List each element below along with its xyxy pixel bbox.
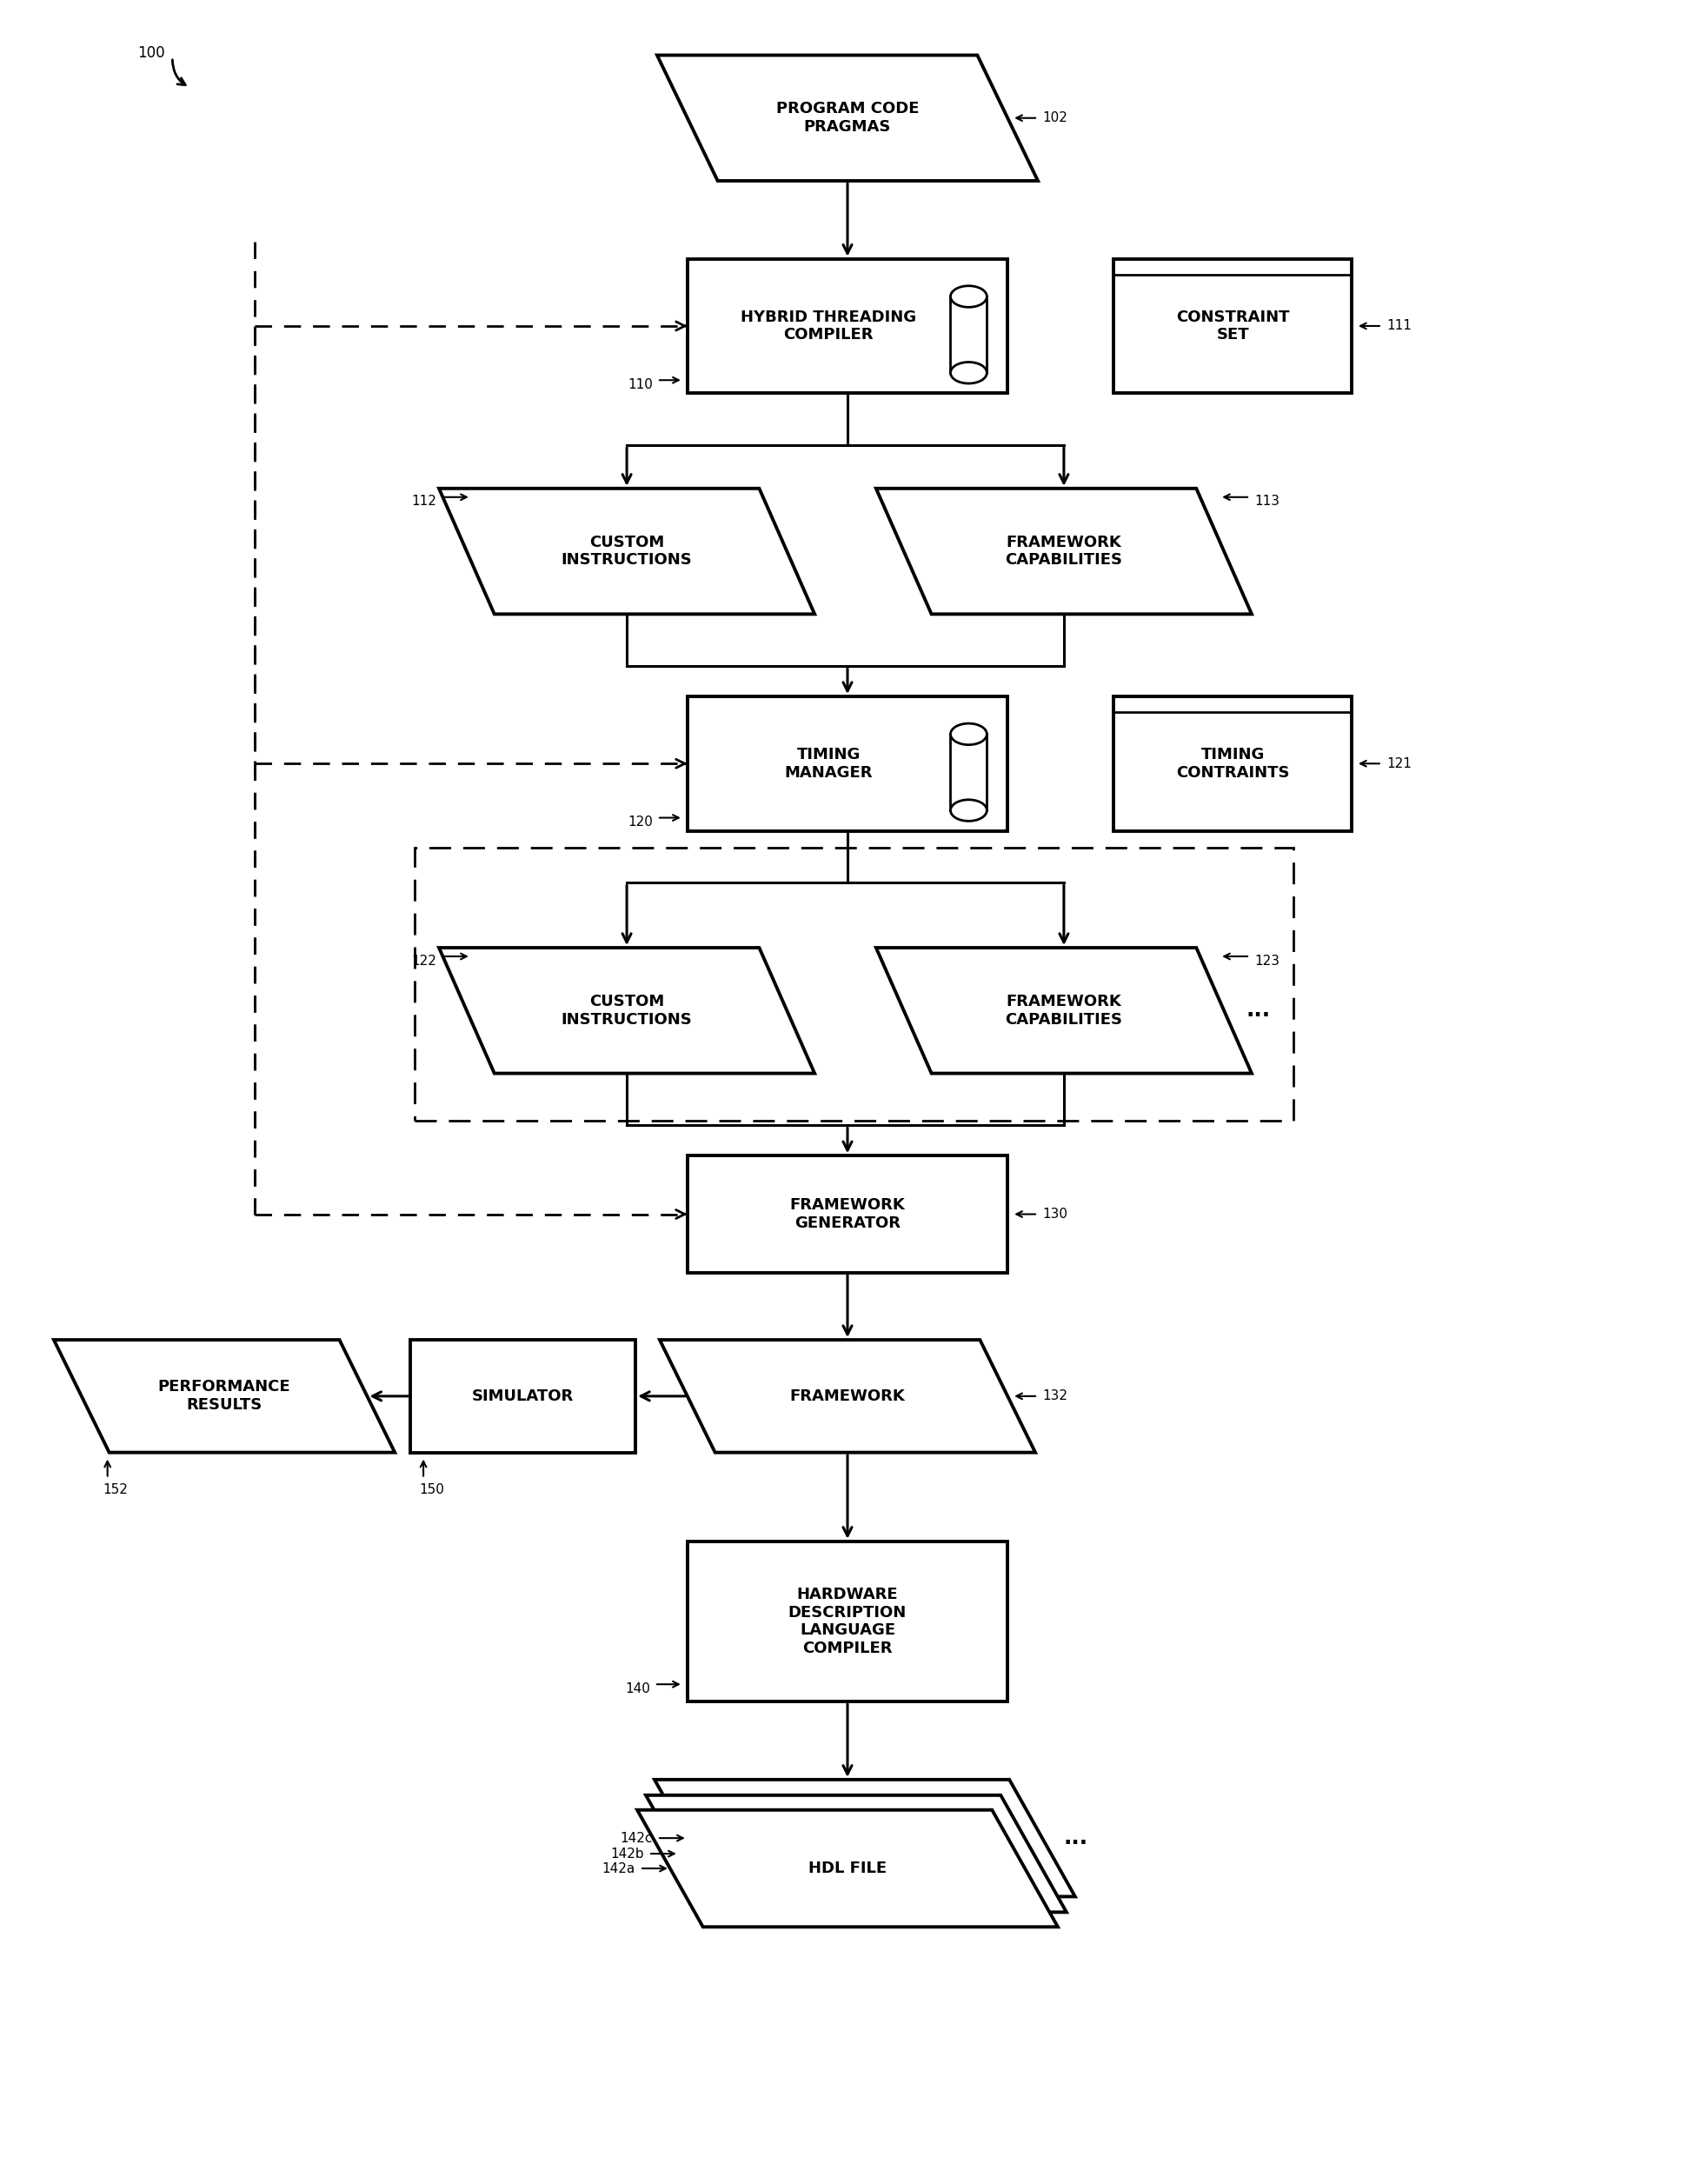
Text: 120: 120 <box>627 815 653 828</box>
Text: FRAMEWORK
CAPABILITIES: FRAMEWORK CAPABILITIES <box>1005 535 1122 568</box>
Text: 142a: 142a <box>602 1863 636 1874</box>
Polygon shape <box>658 55 1037 181</box>
FancyBboxPatch shape <box>688 697 1007 830</box>
Polygon shape <box>646 1795 1066 1913</box>
Polygon shape <box>637 1811 1058 1926</box>
Text: 140: 140 <box>625 1682 651 1695</box>
Text: FRAMEWORK
GENERATOR: FRAMEWORK GENERATOR <box>790 1197 905 1232</box>
Text: 123: 123 <box>1254 954 1280 968</box>
Polygon shape <box>439 489 815 614</box>
Text: 152: 152 <box>103 1483 129 1496</box>
Text: FRAMEWORK
CAPABILITIES: FRAMEWORK CAPABILITIES <box>1005 994 1122 1026</box>
FancyBboxPatch shape <box>410 1339 636 1452</box>
Text: 100: 100 <box>137 46 166 61</box>
Text: PROGRAM CODE
PRAGMAS: PROGRAM CODE PRAGMAS <box>776 100 919 135</box>
Text: PERFORMANCE
RESULTS: PERFORMANCE RESULTS <box>158 1380 290 1413</box>
Text: 142b: 142b <box>610 1848 644 1861</box>
FancyBboxPatch shape <box>1114 697 1351 830</box>
Text: HARDWARE
DESCRIPTION
LANGUAGE
COMPILER: HARDWARE DESCRIPTION LANGUAGE COMPILER <box>788 1586 907 1655</box>
Polygon shape <box>876 489 1251 614</box>
Text: CUSTOM
INSTRUCTIONS: CUSTOM INSTRUCTIONS <box>561 535 692 568</box>
Text: FRAMEWORK: FRAMEWORK <box>790 1389 905 1404</box>
Polygon shape <box>654 1780 1075 1896</box>
Text: 121: 121 <box>1387 758 1412 771</box>
Text: TIMING
CONTRAINTS: TIMING CONTRAINTS <box>1176 747 1290 780</box>
Text: 142c: 142c <box>620 1832 653 1845</box>
Polygon shape <box>54 1339 395 1452</box>
Ellipse shape <box>951 286 986 308</box>
Polygon shape <box>876 948 1251 1072</box>
Text: 112: 112 <box>412 496 436 509</box>
Polygon shape <box>659 1339 1036 1452</box>
FancyBboxPatch shape <box>688 260 1007 393</box>
Text: 122: 122 <box>412 954 436 968</box>
FancyBboxPatch shape <box>1114 260 1351 393</box>
Text: 102: 102 <box>1042 111 1068 124</box>
Text: 113: 113 <box>1254 496 1280 509</box>
FancyBboxPatch shape <box>951 734 986 810</box>
Text: SIMULATOR: SIMULATOR <box>471 1389 575 1404</box>
Text: CONSTRAINT
SET: CONSTRAINT SET <box>1176 310 1290 343</box>
Text: 150: 150 <box>419 1483 444 1496</box>
Text: 111: 111 <box>1387 319 1412 332</box>
Text: ...: ... <box>1246 1000 1270 1020</box>
Text: HDL FILE: HDL FILE <box>809 1861 886 1876</box>
FancyBboxPatch shape <box>688 1542 1007 1701</box>
Text: ...: ... <box>1064 1828 1088 1848</box>
Text: 132: 132 <box>1042 1389 1068 1402</box>
Text: 130: 130 <box>1042 1208 1068 1221</box>
Ellipse shape <box>951 799 986 821</box>
Text: 110: 110 <box>627 378 653 391</box>
Polygon shape <box>439 948 815 1072</box>
FancyBboxPatch shape <box>951 297 986 373</box>
Text: HYBRID THREADING
COMPILER: HYBRID THREADING COMPILER <box>741 310 917 343</box>
Ellipse shape <box>951 723 986 745</box>
Text: CUSTOM
INSTRUCTIONS: CUSTOM INSTRUCTIONS <box>561 994 692 1026</box>
Ellipse shape <box>951 363 986 384</box>
FancyBboxPatch shape <box>688 1155 1007 1273</box>
Text: TIMING
MANAGER: TIMING MANAGER <box>785 747 873 780</box>
